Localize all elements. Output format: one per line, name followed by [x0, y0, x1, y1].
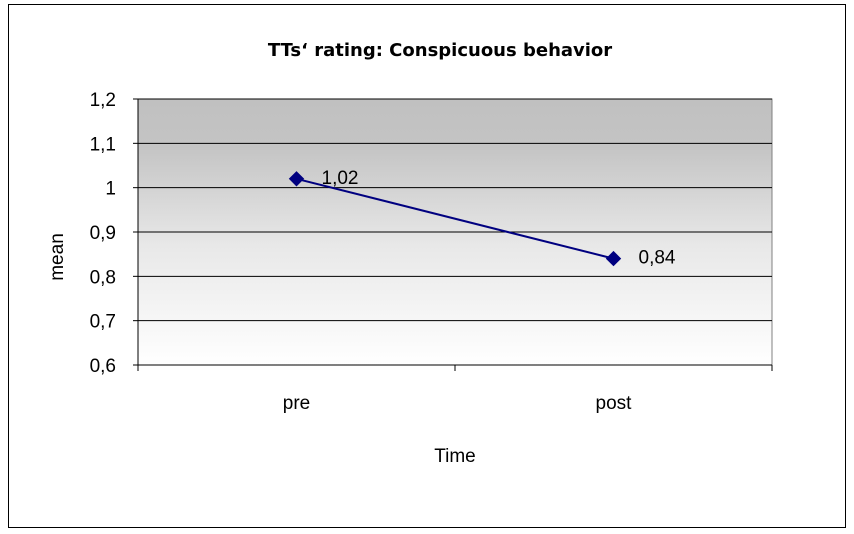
data-point-marker	[605, 250, 622, 267]
x-axis-title: Time	[434, 446, 476, 467]
chart-title: TTs‘ rating: Conspicuous behavior	[268, 40, 612, 61]
y-tick-label: 1,2	[90, 90, 116, 111]
data-label: 0,84	[639, 248, 676, 269]
axes	[133, 98, 773, 371]
y-tick-label: 0,7	[90, 312, 116, 333]
series-line	[296, 177, 614, 260]
x-tick-label: post	[596, 393, 633, 414]
data-point-marker	[288, 171, 305, 187]
y-tick-label: 1	[105, 179, 116, 200]
x-tick-labels: pre post	[283, 393, 632, 414]
y-tick-label: 0,9	[90, 223, 116, 244]
gridlines	[138, 98, 772, 322]
x-tick-label: pre	[283, 393, 310, 414]
data-label: 1,02	[322, 168, 359, 189]
y-tick-label: 0,8	[90, 267, 116, 288]
y-tick-label: 1,1	[90, 134, 116, 155]
y-tick-labels: 0,6 0,7 0,8 0,9 1 1,1 1,2	[90, 90, 116, 377]
series-group: 1,02 0,84	[288, 168, 676, 269]
y-axis-title: mean	[47, 233, 68, 281]
y-tick-label: 0,6	[90, 356, 116, 377]
